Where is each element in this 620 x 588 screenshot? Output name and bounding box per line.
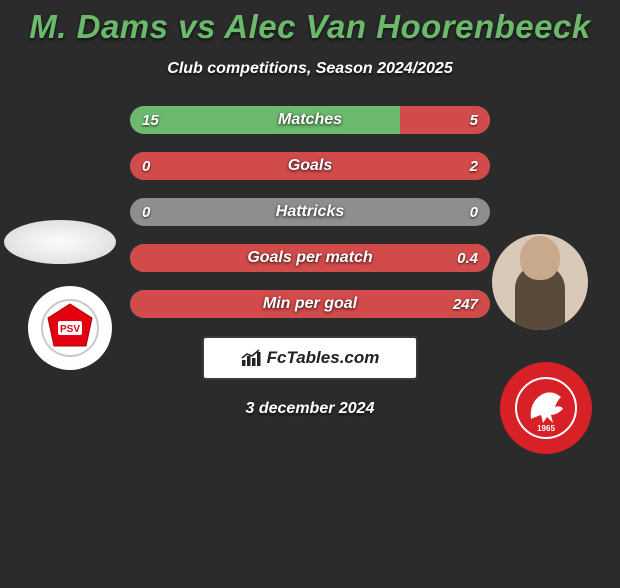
page-subtitle: Club competitions, Season 2024/2025 <box>0 60 620 78</box>
chart-icon <box>241 349 263 367</box>
stat-right-value: 247 <box>453 296 478 313</box>
club1-badge: PSV <box>28 286 112 370</box>
stat-label: Matches <box>278 111 342 129</box>
comparison-panel: PSV 1965 155Matches02Goals00Hattricks0.4… <box>0 106 620 418</box>
title-text: M. Dams vs Alec Van Hoorenbeeck <box>29 8 590 45</box>
stat-left-value: 15 <box>142 112 159 129</box>
stat-row: 0 0 Hattricks <box>130 198 490 226</box>
club2-badge: 1965 <box>500 362 592 454</box>
stat-bar-left <box>130 106 400 134</box>
player2-photo <box>492 234 588 330</box>
page-title: M. Dams vs Alec Van Hoorenbeeck <box>0 8 620 46</box>
stat-label: Goals per match <box>247 249 372 267</box>
stat-row: 15 5 Matches <box>130 106 490 134</box>
stat-bars: 15 5 Matches 0 2 Goals 0 0 Hattricks 0.4 Goals per… <box>130 106 490 318</box>
player1-photo <box>4 220 116 264</box>
club2-crest-icon: 1965 <box>511 373 581 443</box>
brand-text: FcTables.com <box>267 348 380 368</box>
svg-text:PSV: PSV <box>60 324 80 335</box>
stat-row: 247 Min per goal <box>130 290 490 318</box>
stat-label: Goals <box>288 157 332 175</box>
stat-left-value: 0 <box>142 158 150 175</box>
stat-row: 0.4 Goals per match <box>130 244 490 272</box>
brand-badge: FcTables.com <box>202 336 418 380</box>
club1-crest-icon: PSV <box>40 298 100 358</box>
stat-label: Min per goal <box>263 295 357 313</box>
stat-label: Hattricks <box>276 203 344 221</box>
svg-text:1965: 1965 <box>537 424 555 433</box>
stat-row: 0 2 Goals <box>130 152 490 180</box>
stat-right-value: 0 <box>470 204 478 221</box>
stat-right-value: 2 <box>470 158 478 175</box>
stat-right-value: 5 <box>470 112 478 129</box>
stat-left-value: 0 <box>142 204 150 221</box>
stat-right-value: 0.4 <box>457 250 478 267</box>
player2-silhouette <box>515 264 565 330</box>
